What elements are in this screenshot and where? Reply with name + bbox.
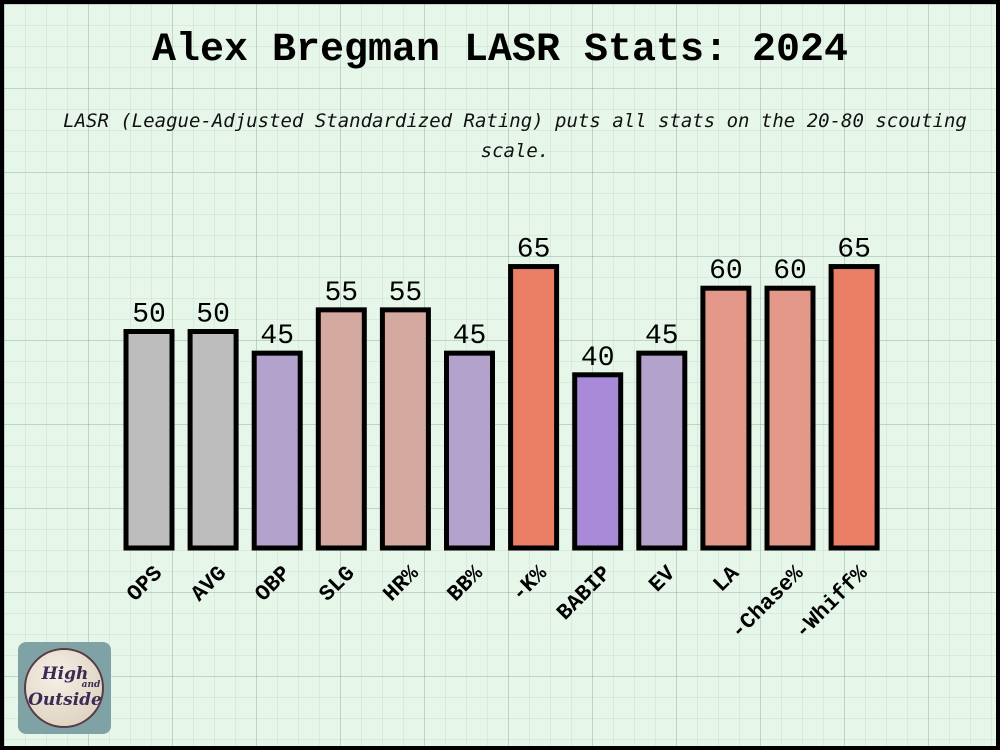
bar-ev bbox=[636, 350, 688, 551]
chart-subtitle: LASR (League-Adjusted Standardized Ratin… bbox=[63, 110, 967, 162]
x-tick-label: EV bbox=[644, 561, 681, 598]
x-tick-label: OBP bbox=[250, 561, 296, 607]
bar-avg bbox=[187, 329, 239, 551]
logo-text-and: and bbox=[81, 680, 101, 690]
bar-ops bbox=[123, 329, 175, 551]
bar-hr bbox=[379, 307, 431, 551]
data-label: 55 bbox=[389, 278, 423, 309]
data-label: 50 bbox=[196, 300, 230, 331]
x-tick-label: AVG bbox=[186, 561, 232, 607]
x-tick-label: HR% bbox=[379, 561, 425, 607]
x-tick-label: -K% bbox=[507, 561, 553, 607]
bar-chase bbox=[764, 285, 816, 551]
data-label: 40 bbox=[581, 343, 615, 374]
data-label: 65 bbox=[517, 235, 551, 266]
x-tick-label: BABIP bbox=[552, 561, 616, 625]
high-and-outside-logo: High and Outside bbox=[18, 642, 111, 734]
baseball-icon bbox=[24, 648, 104, 728]
data-label: 55 bbox=[324, 278, 358, 309]
bar-whiff bbox=[828, 264, 880, 551]
bar-bb bbox=[444, 350, 495, 551]
bar-k bbox=[508, 264, 560, 551]
data-label: 50 bbox=[132, 300, 166, 331]
data-label: 45 bbox=[260, 321, 294, 352]
chart-title: Alex Bregman LASR Stats: 2024 bbox=[151, 28, 849, 73]
data-label: 60 bbox=[709, 256, 743, 287]
x-tick-label: BB% bbox=[443, 561, 489, 607]
bar-slg bbox=[315, 307, 367, 551]
x-tick-label: OPS bbox=[122, 561, 168, 607]
bar-la bbox=[700, 285, 752, 551]
data-label: 60 bbox=[773, 256, 807, 287]
x-tick-label: LA bbox=[709, 561, 746, 598]
data-label: 45 bbox=[645, 321, 679, 352]
bar-babip bbox=[572, 372, 624, 551]
data-label: 65 bbox=[837, 235, 871, 266]
logo-text-outside: Outside bbox=[28, 690, 102, 710]
x-tick-label: SLG bbox=[315, 561, 361, 607]
logo-text-high: High bbox=[41, 664, 89, 684]
data-label: 45 bbox=[453, 321, 487, 352]
bar-obp bbox=[251, 350, 303, 551]
